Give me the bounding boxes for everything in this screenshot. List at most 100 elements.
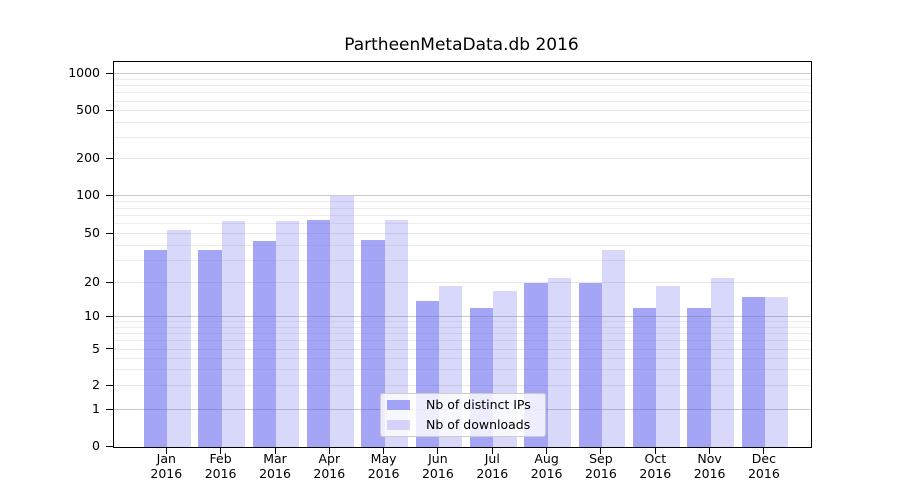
gridline-90	[114, 201, 811, 203]
legend: Nb of distinct IPs Nb of downloads	[380, 393, 546, 437]
gridline-500	[114, 110, 811, 112]
gridline-1000	[114, 73, 811, 75]
gridline-700	[114, 92, 811, 94]
bar-downloads-apr	[330, 195, 354, 447]
x-axis-tick-label-aug: Aug 2016	[530, 451, 563, 481]
x-tick-mark-jun	[437, 447, 439, 454]
y-tick-mark-500	[106, 109, 114, 111]
gridline-900	[114, 78, 811, 80]
bar-downloads-dec	[764, 297, 789, 447]
legend-label-downloads: Nb of downloads	[426, 416, 531, 432]
bar-distinct-ips-jan	[144, 250, 168, 447]
bar-distinct-ips-mar	[252, 241, 276, 447]
y-tick-mark-50	[106, 232, 114, 234]
x-tick-mark-sep	[600, 447, 602, 454]
y-axis-tick-label-0: 0	[92, 438, 100, 453]
gridline-4	[114, 357, 811, 359]
bar-downloads-aug	[547, 277, 571, 447]
bar-distinct-ips-oct	[633, 308, 657, 447]
legend-entry-distinct-ips: Nb of distinct IPs	[381, 396, 545, 414]
x-axis-tick-label-mar: Mar 2016	[259, 451, 291, 481]
legend-entry-downloads: Nb of downloads	[381, 416, 545, 434]
bar-downloads-nov	[710, 277, 734, 447]
bar-downloads-may	[384, 219, 408, 447]
gridline-20	[114, 282, 811, 283]
y-axis-tick-label-10: 10	[84, 308, 100, 324]
y-tick-mark-200	[106, 157, 114, 159]
y-tick-mark-100	[106, 194, 114, 196]
x-tick-mark-may	[383, 447, 385, 454]
y-tick-mark-1000	[106, 72, 114, 74]
x-axis-tick-label-jun: Jun 2016	[421, 451, 454, 481]
bar-distinct-ips-apr	[307, 219, 331, 447]
bar-distinct-ips-feb	[198, 250, 222, 447]
y-axis-tick-label-20: 20	[84, 274, 100, 289]
gridline-7	[114, 332, 811, 334]
bar-downloads-sep	[601, 250, 626, 447]
x-tick-mark-nov	[709, 447, 711, 454]
gridline-60	[114, 223, 811, 225]
y-axis-tick-label-2: 2	[92, 377, 100, 393]
x-axis-tick-label-nov: Nov 2016	[693, 451, 726, 481]
gridline-300	[114, 137, 811, 139]
gridline-10	[114, 316, 811, 318]
x-tick-mark-feb	[220, 447, 222, 454]
bar-distinct-ips-dec	[741, 297, 765, 447]
y-tick-mark-0	[106, 445, 114, 447]
x-axis-tick-label-apr: Apr 2016	[313, 451, 346, 481]
legend-label-distinct-ips: Nb of distinct IPs	[426, 397, 531, 413]
y-axis-tick-label-200: 200	[76, 150, 100, 166]
y-axis-tick-label-100: 100	[76, 187, 100, 203]
bar-distinct-ips-nov	[687, 308, 711, 447]
bar-distinct-ips-may	[361, 239, 385, 447]
gridline-100	[114, 195, 811, 197]
gridline-40	[114, 245, 811, 247]
legend-swatch-downloads	[387, 419, 410, 430]
gridline-3	[114, 369, 811, 371]
bar-downloads-feb	[221, 220, 245, 447]
gridline-400	[114, 122, 811, 123]
bar-distinct-ips-sep	[578, 283, 602, 447]
x-tick-mark-jul	[491, 447, 493, 454]
gridline-50	[114, 233, 811, 235]
gridline-8	[114, 326, 811, 328]
x-tick-mark-oct	[654, 447, 656, 454]
legend-swatch-distinct-ips	[387, 400, 410, 411]
gridline-2	[114, 385, 811, 387]
chart-title: PartheenMetaData.db 2016	[344, 35, 579, 55]
x-tick-mark-mar	[274, 447, 276, 454]
x-tick-mark-aug	[546, 447, 548, 454]
gridline-70	[114, 214, 811, 216]
x-axis-tick-label-may: May 2016	[367, 451, 400, 481]
gridline-30	[114, 260, 811, 262]
gridline-80	[114, 207, 811, 209]
gridline-200	[114, 158, 811, 160]
x-axis-tick-label-feb: Feb 2016	[204, 451, 237, 481]
gridline-5	[114, 348, 811, 350]
y-tick-mark-1	[106, 408, 114, 410]
gridline-9	[114, 321, 811, 323]
y-axis-tick-label-5: 5	[92, 340, 100, 356]
bar-downloads-oct	[656, 285, 680, 447]
y-axis-tick-label-1000: 1000	[68, 65, 100, 81]
x-tick-mark-jan	[165, 447, 167, 454]
x-tick-mark-apr	[328, 447, 330, 454]
x-axis-tick-label-dec: Dec 2016	[747, 451, 780, 481]
x-axis-tick-label-jan: Jan 2016	[150, 451, 183, 481]
bar-downloads-jan	[167, 230, 191, 447]
y-axis-tick-label-1: 1	[92, 401, 100, 416]
y-tick-mark-10	[106, 315, 114, 317]
plot-area: Nb of distinct IPs Nb of downloads	[113, 61, 812, 448]
y-tick-mark-2	[106, 384, 114, 386]
x-axis-tick-label-jul: Jul 2016	[476, 451, 509, 481]
x-axis-tick-label-oct: Oct 2016	[639, 451, 672, 481]
y-axis-tick-label-50: 50	[84, 225, 100, 241]
x-axis-tick-label-sep: Sep 2016	[584, 451, 617, 481]
x-tick-mark-dec	[763, 447, 765, 454]
gridline-6	[114, 340, 811, 342]
bar-downloads-mar	[276, 220, 300, 447]
y-tick-mark-20	[106, 281, 114, 283]
y-tick-mark-5	[106, 348, 114, 350]
gridline-600	[114, 100, 811, 102]
